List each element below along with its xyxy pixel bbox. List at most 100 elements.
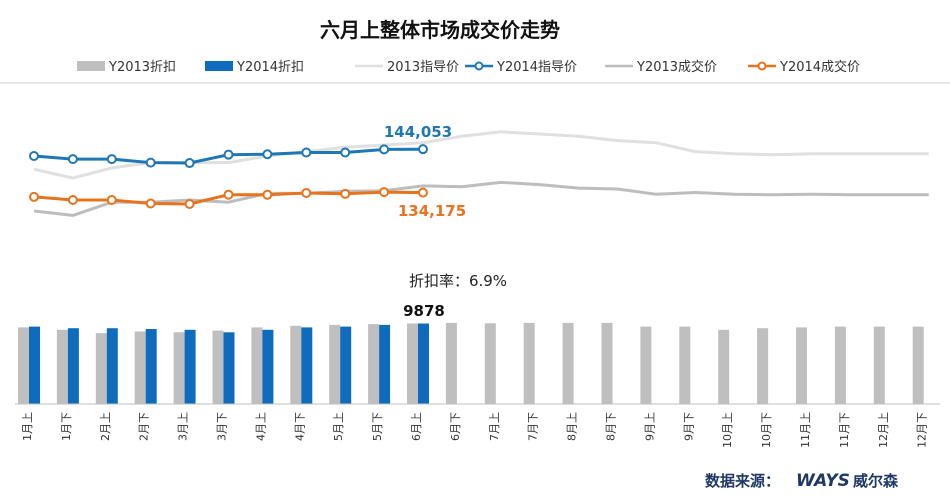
bar <box>67 328 79 404</box>
x-tick-label: 8月上 <box>566 412 579 441</box>
bar <box>718 329 730 404</box>
legend-item-y2014-: Y2014成交价 <box>748 59 860 75</box>
legend-item-2013-: 2013指导价 <box>355 60 459 75</box>
x-tick-label: 7月下 <box>527 412 540 441</box>
bar <box>484 323 496 404</box>
legend: Y2013折扣 Y2014折扣 2013指导价 Y2014指导价 Y2013成交价 Y20… <box>77 59 860 75</box>
deal-price-data-label: 134,175 <box>398 202 466 220</box>
legend-item-y2013-: Y2013成交价 <box>605 59 717 75</box>
bar <box>640 326 652 404</box>
bar <box>134 331 146 404</box>
bar <box>301 327 313 404</box>
data-point <box>379 144 390 155</box>
bar <box>379 324 391 404</box>
data-point <box>67 195 78 205</box>
legend-label: Y2013折扣 <box>108 60 176 75</box>
data-point <box>340 188 351 199</box>
bar <box>251 327 263 404</box>
legend-item-y2013-: Y2013折扣 <box>77 60 176 75</box>
bar <box>562 322 574 404</box>
bar <box>173 332 185 404</box>
bar <box>445 322 457 404</box>
discount-rate-label: 折扣率：6.9% <box>409 272 507 290</box>
x-tick-label: 3月下 <box>216 412 229 441</box>
data-point <box>223 189 234 200</box>
legend-item-y2014-: Y2014指导价 <box>465 60 577 75</box>
x-tick-label: 10月下 <box>760 412 773 448</box>
x-tick-label: 10月上 <box>721 412 734 448</box>
data-point <box>223 149 234 160</box>
data-point <box>106 195 117 205</box>
x-tick-label: 4月上 <box>254 412 267 441</box>
bar <box>340 326 352 404</box>
series-y2013- <box>33 180 929 217</box>
x-tick-label: 11月下 <box>838 412 851 448</box>
bar <box>873 326 885 404</box>
discount-data-label: 9878 <box>403 302 445 320</box>
bar <box>796 327 807 404</box>
series-y2014- <box>29 187 428 209</box>
bar <box>418 323 429 404</box>
source-label: 数据来源： <box>705 472 780 490</box>
bar <box>407 323 418 404</box>
data-point <box>145 198 156 209</box>
bar <box>184 329 196 404</box>
x-tick-label: 9月下 <box>682 412 695 441</box>
source-footer: 数据来源： WAYS 威尔森 <box>705 471 899 491</box>
bar <box>523 322 535 404</box>
bar <box>368 324 380 404</box>
bar <box>95 333 107 404</box>
chart-title: 六月上整体市场成交价走势 <box>320 18 560 42</box>
x-tick-label: 12月上 <box>877 412 890 448</box>
bar <box>679 326 691 404</box>
legend-label: Y2014指导价 <box>496 60 577 75</box>
legend-swatch <box>205 61 233 71</box>
data-point <box>67 154 78 165</box>
data-point <box>29 151 39 161</box>
legend-marker <box>474 61 484 71</box>
data-point <box>262 149 273 160</box>
x-tick-label: 4月下 <box>293 412 306 441</box>
x-tick-label: 7月上 <box>488 412 501 441</box>
x-tick-label: 6月上 <box>410 412 423 441</box>
legend-label: 2013指导价 <box>387 60 459 75</box>
legend-label: Y2014成交价 <box>779 59 860 75</box>
legend-item-y2014-: Y2014折扣 <box>205 60 304 75</box>
bar <box>262 329 274 404</box>
series-2013- <box>33 130 929 180</box>
data-point <box>301 187 312 198</box>
data-point <box>29 191 39 202</box>
bar <box>223 332 235 404</box>
data-point <box>184 158 195 169</box>
x-tick-label: 5月上 <box>332 412 345 441</box>
data-point <box>301 147 312 158</box>
series-line <box>33 180 929 217</box>
x-tick-label: 11月上 <box>799 412 812 448</box>
legend-swatch <box>77 61 105 71</box>
bar <box>329 324 341 404</box>
bar <box>212 330 224 404</box>
x-tick-label: 6月下 <box>449 412 462 441</box>
bar <box>834 326 846 404</box>
guide-price-data-label: 144,053 <box>384 123 452 141</box>
data-point <box>418 144 428 155</box>
legend-label: Y2014折扣 <box>236 60 304 75</box>
line-plot-area <box>29 130 929 217</box>
series-line <box>33 130 929 180</box>
series-y2014- <box>29 323 429 404</box>
bar <box>757 328 769 404</box>
x-tick-label: 12月下 <box>916 412 929 448</box>
brand-logo: WAYS <box>796 471 850 491</box>
bar <box>56 329 68 404</box>
legend-label: Y2013成交价 <box>636 59 717 75</box>
series-y2014- <box>29 144 428 169</box>
x-axis-ticks: 1月上 1月下 2月上 2月下 3月上 3月下 4月上 4月下 5月上 5月下 6月上 6月下 7月上 7… <box>21 412 929 448</box>
brand-name: 威尔森 <box>853 472 899 490</box>
x-tick-label: 2月下 <box>138 412 151 441</box>
x-tick-label: 3月上 <box>177 412 190 441</box>
data-point <box>106 154 117 165</box>
bar <box>145 329 157 404</box>
bar <box>106 328 118 404</box>
